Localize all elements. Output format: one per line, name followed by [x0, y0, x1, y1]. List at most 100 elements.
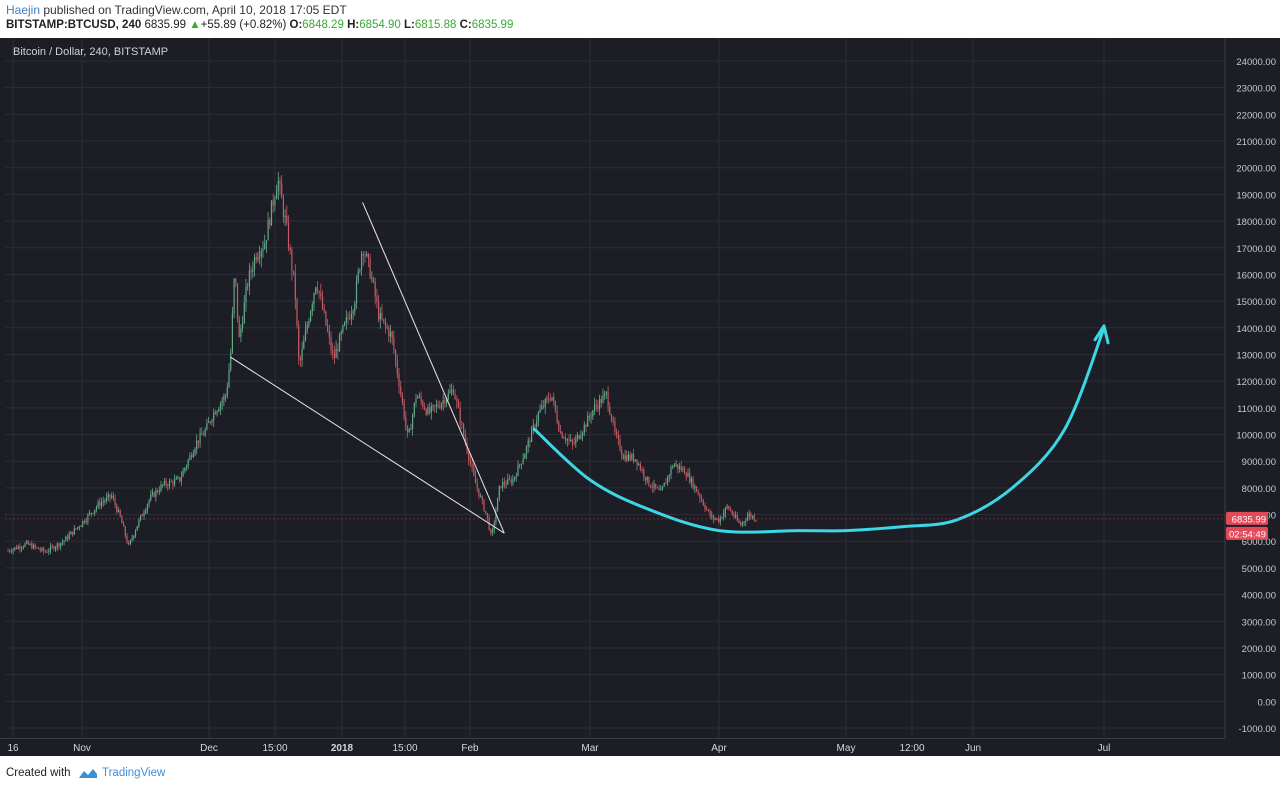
candle-body [633, 454, 635, 462]
candle-body [51, 546, 53, 548]
candle-body [729, 509, 732, 511]
candle-body [432, 405, 434, 407]
candle-body [690, 478, 692, 483]
candle-body [656, 487, 658, 489]
time-axis-bg [0, 738, 1280, 756]
candle-body [180, 476, 182, 482]
y-tick-label: 17000.00 [1236, 244, 1276, 255]
candle-body [707, 509, 709, 511]
candle-body [497, 497, 499, 512]
candle-body [500, 486, 502, 488]
candle-body [281, 183, 283, 199]
candle-body [456, 399, 458, 402]
candle-body [270, 200, 273, 226]
high-label: H: [347, 19, 360, 31]
candle-body [126, 535, 128, 543]
candle-body [396, 360, 398, 375]
lower-trendline [230, 356, 505, 534]
candle-body [247, 286, 249, 288]
chart-title: Bitcoin / Dollar, 240, BITSTAMP [13, 46, 169, 58]
candle-body [383, 319, 385, 321]
candle-body [140, 515, 142, 520]
publish-line: Haejin published on TradingView.com, Apr… [6, 3, 347, 17]
y-tick-label: 10000.00 [1236, 431, 1276, 442]
candle-body [121, 516, 123, 524]
candle-body [638, 464, 640, 466]
candle-body [172, 481, 174, 485]
candle-body [413, 402, 415, 416]
candle-body [427, 407, 429, 415]
candle-body [531, 428, 533, 443]
candle-body [150, 494, 152, 500]
candle-body [372, 277, 375, 282]
candle-body [291, 250, 293, 271]
chart-area[interactable] [0, 38, 1280, 756]
candle-body [563, 437, 565, 439]
candle-body [160, 484, 162, 492]
created-with-text: Created with [6, 767, 71, 779]
candle-body [694, 486, 696, 489]
candle-body [111, 495, 113, 498]
upper-trendline [362, 202, 505, 534]
candle-body [580, 436, 582, 439]
candle-body [78, 526, 80, 528]
candle-body [107, 494, 109, 498]
author-link[interactable]: Haejin [6, 3, 41, 17]
candle-body [231, 313, 233, 353]
candle-body [740, 522, 742, 525]
candle-body [437, 404, 439, 407]
y-tick-label: 11000.00 [1237, 404, 1276, 415]
candle-body [512, 479, 514, 484]
candle-body [738, 520, 740, 523]
candle-body [423, 407, 426, 410]
open-label: O: [289, 19, 303, 31]
candle-body [304, 330, 307, 341]
candle-body [527, 440, 529, 447]
candle-body [539, 409, 541, 413]
candle-body [667, 476, 669, 484]
candle-body [276, 190, 278, 199]
candle-body [327, 324, 329, 331]
candle-body [138, 519, 140, 526]
y-tick-label: 24000.00 [1236, 57, 1276, 68]
candle-body [340, 331, 342, 335]
candle-body [46, 551, 48, 553]
candle-body [43, 548, 45, 552]
x-tick-label: 12:00 [899, 743, 924, 754]
candle-body [748, 513, 750, 517]
candle-body [12, 549, 14, 552]
candle-body [616, 431, 618, 435]
candle-body [41, 548, 43, 551]
candle-body [146, 504, 148, 511]
candle-body [83, 520, 86, 523]
candle-body [100, 502, 103, 506]
candle-body [420, 396, 422, 402]
price-axis-bg [1225, 38, 1280, 738]
countdown-label: 02:54:49 [1229, 529, 1266, 540]
candle-body [189, 455, 191, 460]
x-tick-label: 2018 [331, 743, 354, 754]
candle-body [73, 528, 75, 535]
price-axis: 24000.00 23000.00 22000.00 21000.00 20000.00… [1224, 38, 1280, 738]
candle-body [170, 481, 172, 483]
candle-body [503, 482, 505, 485]
candle-body [66, 536, 69, 540]
candle-body [163, 481, 165, 485]
candle-body [619, 439, 621, 451]
price-change: +55.89 (+0.82%) [200, 19, 287, 31]
candle-body [412, 415, 414, 429]
candle-body [293, 270, 295, 273]
candle-body [371, 277, 373, 279]
close-label: C: [459, 19, 472, 31]
tradingview-link[interactable]: TradingView [102, 767, 166, 779]
candle-body [755, 520, 757, 522]
candle-body [206, 422, 208, 430]
candle-body [252, 269, 254, 272]
candle-body [191, 455, 193, 458]
candle-body [214, 412, 216, 415]
candle-body [374, 281, 376, 297]
last-price-tag [1226, 511, 1268, 525]
candle-body [243, 302, 245, 324]
candle-body [72, 531, 74, 535]
